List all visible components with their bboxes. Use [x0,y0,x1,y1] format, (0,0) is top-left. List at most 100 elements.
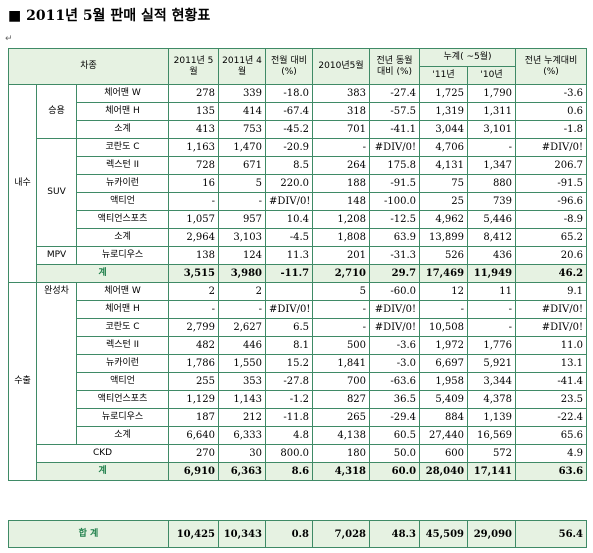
value-cell: 8.1 [265,336,314,355]
value-cell: -27.4 [369,84,421,103]
value-cell: 1,972 [419,336,469,355]
header-2010-may: 2010년5월 [312,48,371,85]
value-cell: 60.0 [369,462,421,481]
value-cell: 957 [218,210,267,229]
value-cell: 124 [218,246,267,265]
value-cell: 526 [419,246,469,265]
total-label: 계 [35,264,170,283]
table-row: 뉴로디우스 187 212 -11.8 265 -29.4 884 1,139 -22.4 [9,408,588,427]
value-cell: 180 [312,444,371,463]
group-passenger-label: 승용 [36,84,77,139]
value-cell: -1.2 [265,390,314,409]
value-cell: 4,138 [312,426,371,445]
value-cell: 206.7 [515,156,588,175]
model-name: 렉스턴 II [75,156,170,175]
value-cell: -20.9 [265,138,314,157]
table-row: MPV 뉴로디우스 138 124 11.3 201 -31.3 526 436 20.6 [9,246,588,265]
value-cell: 16 [168,174,220,193]
value-cell: 29.7 [369,264,421,283]
value-cell: #DIV/0! [265,300,314,319]
value-cell: 6,640 [168,426,220,445]
table-row: 소계 2,964 3,103 -4.5 1,808 63.9 13,899 8,412 65.2 [9,228,588,247]
value-cell: 5,921 [467,354,517,373]
value-cell: 1,776 [467,336,517,355]
value-cell: #DIV/0! [369,300,421,319]
header-cum-10: '10년 [467,66,517,85]
value-cell: 1,347 [467,156,517,175]
value-cell: - [467,300,517,319]
value-cell: 1,841 [312,354,371,373]
value-cell: 2,799 [168,318,220,337]
table-row: 수출 완성차 체어맨 W 2 2 5 -60.0 12 11 9.1 [8,282,588,481]
value-cell: 1,057 [168,210,220,229]
header-row-sub: '11년 '10년 [9,66,587,85]
value-cell: 56.4 [515,520,587,548]
value-cell: 36.5 [369,390,421,409]
value-cell: 46.2 [515,264,588,283]
table-row: 렉스턴 II 482 446 8.1 500 -3.6 1,972 1,776 11.0 [9,336,588,355]
value-cell: 1,143 [218,390,267,409]
model-name: 체어맨 W [75,84,170,103]
value-cell: -45.2 [265,120,314,139]
table-row: 액티언 - - #DIV/0! 148 -100.0 25 739 -96.6 [9,192,588,211]
table-row: 체어맨 H 135 414 -67.4 318 -57.5 1,319 1,311 0.6 [9,102,588,121]
value-cell: 6,333 [218,426,267,445]
value-cell: 0.8 [265,520,313,548]
value-cell: 600 [419,444,469,463]
value-cell: -1.8 [515,120,588,139]
value-cell: -3.0 [369,354,421,373]
group-mpv-label: MPV [36,246,77,265]
value-cell: -41.4 [515,372,588,391]
value-cell: 278 [168,84,220,103]
value-cell: 1,311 [467,102,517,121]
header-2011-may: 2011년 5월 [168,48,220,85]
model-name: 뉴카이런 [75,174,170,193]
section-export-label: 수출 [8,282,37,481]
value-cell: 827 [312,390,371,409]
value-cell: 6,697 [419,354,469,373]
value-cell: 1,208 [312,210,371,229]
value-cell: - [419,300,469,319]
model-name: 뉴로디우스 [75,408,170,427]
value-cell: #DIV/0! [265,192,314,211]
value-cell: 436 [467,246,517,265]
value-cell [265,282,314,301]
value-cell: - [312,138,371,157]
value-cell: 13.1 [515,354,588,373]
domestic-total-row: 계 3,515 3,980 -11.7 2,710 29.7 17,469 11,949 46.… [9,264,588,283]
value-cell: 138 [168,246,220,265]
value-cell: 1,139 [467,408,517,427]
value-cell: 3,101 [467,120,517,139]
value-cell: 148 [312,192,371,211]
model-name: 소계 [75,426,170,445]
value-cell: -41.1 [369,120,421,139]
model-name: 체어맨 W [75,282,170,301]
value-cell: -57.5 [369,102,421,121]
sales-table: 차종 2011년 5월 2011년 4월 전월 대비 (%) 2010년5월 전… [7,48,588,481]
value-cell: 65.2 [515,228,588,247]
value-cell: 8,412 [467,228,517,247]
value-cell: 2,964 [168,228,220,247]
domestic-section: 내수 승용 체어맨 W 278 339 -18.0 383 -27.4 1,725 1,790 -3… [8,84,588,283]
value-cell: -91.5 [369,174,421,193]
value-cell: #DIV/0! [515,138,588,157]
value-cell: 4,706 [419,138,469,157]
value-cell: 27,440 [419,426,469,445]
value-cell: 701 [312,120,371,139]
table-row: 뉴카이런 16 5 220.0 188 -91.5 75 880 -91.5 [9,174,588,193]
model-name: 뉴카이런 [75,354,170,373]
value-cell: 6,363 [218,462,267,481]
value-cell: 753 [218,120,267,139]
table-row: 소계 413 753 -45.2 701 -41.1 3,044 3,101 -1.8 [9,120,588,139]
model-name: 체어맨 H [75,102,170,121]
value-cell: 264 [312,156,371,175]
value-cell: -31.3 [369,246,421,265]
value-cell: 1,808 [312,228,371,247]
value-cell: 1,470 [218,138,267,157]
value-cell: 30 [218,444,267,463]
value-cell: 255 [168,372,220,391]
value-cell: 414 [218,102,267,121]
value-cell: 11,949 [467,264,517,283]
value-cell: #DIV/0! [515,300,588,319]
model-name: 소계 [75,120,170,139]
